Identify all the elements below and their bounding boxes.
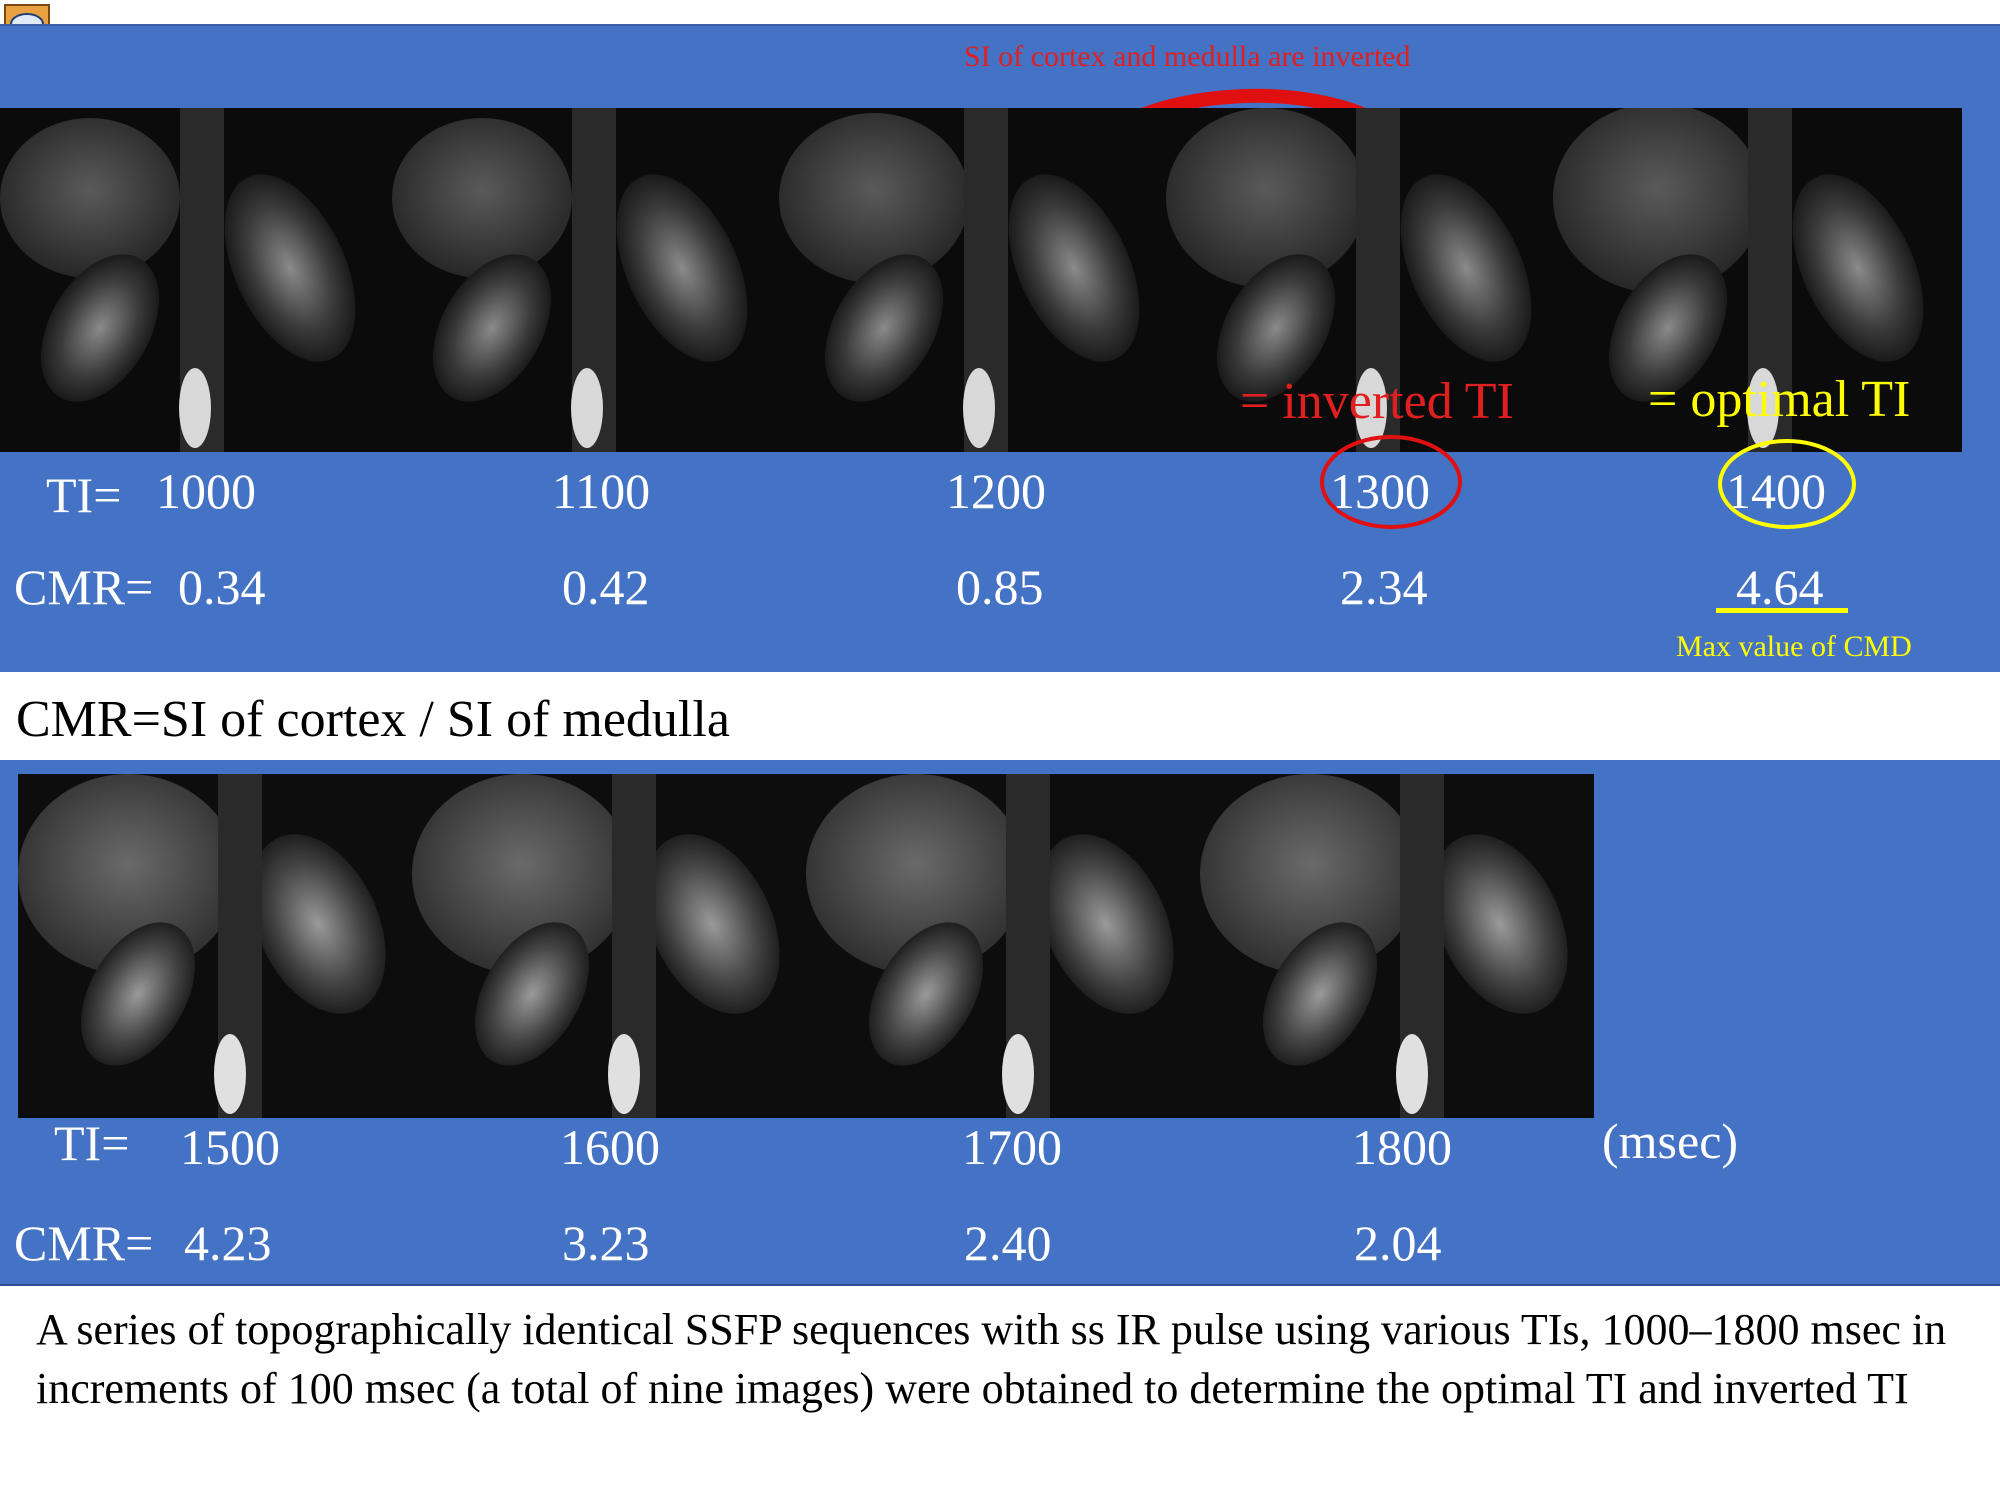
- mri-strip-top-image: [0, 108, 1962, 452]
- cmr-value-0-34: 0.34: [178, 559, 266, 615]
- ti-value-1000: 1000: [156, 463, 256, 519]
- ti-value-1500: 1500: [180, 1119, 280, 1175]
- ti-value-1300: 1300: [1330, 463, 1430, 519]
- cmr-value-2-34: 2.34: [1340, 559, 1428, 615]
- cmr-prefix-bottom: CMR=: [14, 1215, 154, 1271]
- ti-prefix-bottom: TI=: [54, 1115, 130, 1171]
- mri-strip-bottom-image: [18, 774, 1594, 1118]
- ti-value-1600: 1600: [560, 1119, 660, 1175]
- cmr-value-4-64: 4.64: [1736, 559, 1824, 615]
- cmr-value-0-42: 0.42: [562, 559, 650, 615]
- ti-prefix-top: TI=: [46, 467, 122, 523]
- top-border-line: [0, 24, 2000, 26]
- optimal-ti-label: = optimal TI: [1648, 371, 1911, 428]
- cmr-value-2-40: 2.40: [964, 1215, 1052, 1271]
- ti-value-1700: 1700: [962, 1119, 1062, 1175]
- optimal-ti-circle: [1718, 439, 1856, 529]
- mri-strip-top: [0, 108, 1962, 452]
- ti-value-1200: 1200: [946, 463, 1046, 519]
- max-value-note: Max value of CMD: [1676, 630, 1912, 663]
- figure-caption: A series of topographically identical SS…: [36, 1305, 1947, 1413]
- max-cmr-underline: [1716, 608, 1848, 613]
- ti-value-1800: 1800: [1352, 1119, 1452, 1175]
- ti-value-1100: 1100: [552, 463, 651, 519]
- bottom-panel-edge: [0, 1284, 2000, 1286]
- cmr-value-2-04: 2.04: [1354, 1215, 1442, 1271]
- cmr-value-4-23: 4.23: [184, 1215, 272, 1271]
- cmr-formula: CMR=SI of cortex / SI of medulla: [16, 691, 730, 748]
- cmr-prefix-top: CMR=: [14, 559, 154, 615]
- inversion-annotation: SI of cortex and medulla are inverted: [964, 40, 1411, 73]
- cmr-value-0-85: 0.85: [956, 559, 1044, 615]
- cmr-value-3-23: 3.23: [562, 1215, 650, 1271]
- inverted-ti-circle: [1320, 435, 1462, 529]
- ti-value-1400: 1400: [1726, 463, 1826, 519]
- inverted-ti-label: = inverted TI: [1240, 373, 1514, 430]
- mri-strip-bottom: [18, 774, 1594, 1118]
- time-unit-label: (msec): [1602, 1113, 1739, 1169]
